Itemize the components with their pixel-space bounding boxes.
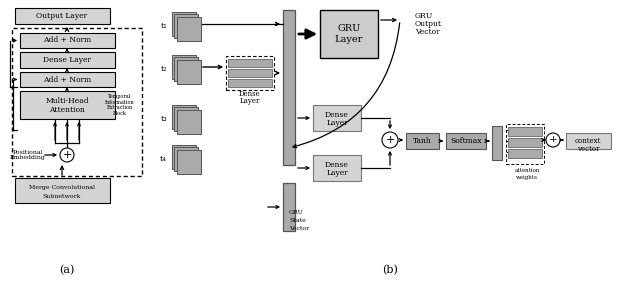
Text: Softmax: Softmax: [451, 137, 482, 145]
Text: Add + Norm: Add + Norm: [43, 76, 91, 84]
FancyBboxPatch shape: [172, 55, 196, 79]
Text: GRU
Layer: GRU Layer: [335, 24, 363, 44]
Text: t₂: t₂: [161, 65, 167, 73]
FancyBboxPatch shape: [228, 59, 272, 67]
Text: Layer: Layer: [240, 97, 260, 105]
FancyBboxPatch shape: [20, 72, 115, 87]
Circle shape: [60, 148, 74, 162]
Text: (b): (b): [382, 265, 398, 275]
Text: Vector: Vector: [415, 28, 440, 36]
Text: attention: attention: [515, 168, 540, 172]
Text: (a): (a): [60, 265, 75, 275]
FancyBboxPatch shape: [177, 17, 201, 41]
FancyBboxPatch shape: [20, 33, 115, 48]
FancyBboxPatch shape: [283, 183, 295, 231]
FancyBboxPatch shape: [508, 138, 542, 147]
FancyBboxPatch shape: [566, 133, 611, 149]
Text: +: +: [385, 135, 395, 145]
Text: context: context: [575, 137, 601, 145]
Text: Attention: Attention: [49, 106, 85, 114]
Circle shape: [382, 132, 398, 148]
FancyBboxPatch shape: [283, 10, 295, 165]
Text: Positional
Embedding: Positional Embedding: [10, 150, 46, 160]
FancyBboxPatch shape: [20, 52, 115, 68]
Text: ·: ·: [506, 138, 509, 147]
FancyBboxPatch shape: [228, 79, 272, 87]
Text: GRU: GRU: [415, 12, 433, 20]
Circle shape: [546, 133, 560, 147]
FancyBboxPatch shape: [174, 57, 198, 81]
FancyBboxPatch shape: [177, 150, 201, 174]
Text: Subnetwork: Subnetwork: [43, 194, 81, 198]
Text: Vector: Vector: [289, 225, 309, 231]
FancyBboxPatch shape: [174, 14, 198, 38]
Text: +: +: [62, 150, 72, 160]
Text: Merge Convolutional: Merge Convolutional: [29, 186, 95, 190]
Text: Tanh: Tanh: [413, 137, 431, 145]
Text: vector: vector: [577, 145, 599, 153]
FancyBboxPatch shape: [177, 110, 201, 134]
FancyBboxPatch shape: [313, 155, 361, 181]
FancyBboxPatch shape: [174, 147, 198, 171]
FancyBboxPatch shape: [15, 178, 110, 203]
Text: State: State: [289, 217, 306, 223]
FancyBboxPatch shape: [313, 105, 361, 131]
FancyBboxPatch shape: [228, 69, 272, 77]
Text: Add + Norm: Add + Norm: [43, 36, 91, 44]
FancyBboxPatch shape: [15, 8, 110, 24]
Text: Output: Output: [415, 20, 442, 28]
Text: Dense: Dense: [325, 111, 349, 119]
Text: ·: ·: [506, 127, 509, 136]
Text: Dense: Dense: [325, 161, 349, 169]
FancyBboxPatch shape: [446, 133, 486, 149]
FancyBboxPatch shape: [172, 12, 196, 36]
FancyBboxPatch shape: [320, 10, 378, 58]
FancyBboxPatch shape: [508, 127, 542, 136]
Text: Multi-Head: Multi-Head: [45, 97, 89, 105]
Text: weights: weights: [516, 174, 538, 180]
Text: Layer: Layer: [326, 169, 348, 177]
Text: +: +: [548, 135, 557, 144]
Text: ·: ·: [506, 149, 509, 158]
Text: t₁: t₁: [161, 22, 167, 30]
FancyBboxPatch shape: [172, 145, 196, 169]
Text: GRU: GRU: [289, 209, 304, 215]
FancyBboxPatch shape: [174, 107, 198, 131]
Text: Output Layer: Output Layer: [36, 12, 88, 20]
Text: Dense: Dense: [239, 90, 261, 98]
FancyBboxPatch shape: [172, 105, 196, 129]
FancyBboxPatch shape: [406, 133, 439, 149]
FancyBboxPatch shape: [492, 126, 502, 160]
Text: t₄: t₄: [160, 155, 167, 163]
FancyBboxPatch shape: [20, 91, 115, 119]
Text: Dense Layer: Dense Layer: [43, 56, 91, 64]
Text: Temporal
Information
Extraction
Block: Temporal Information Extraction Block: [105, 94, 135, 116]
FancyBboxPatch shape: [177, 60, 201, 84]
Text: t₃: t₃: [161, 115, 167, 123]
Text: Layer: Layer: [326, 119, 348, 127]
FancyBboxPatch shape: [508, 149, 542, 158]
